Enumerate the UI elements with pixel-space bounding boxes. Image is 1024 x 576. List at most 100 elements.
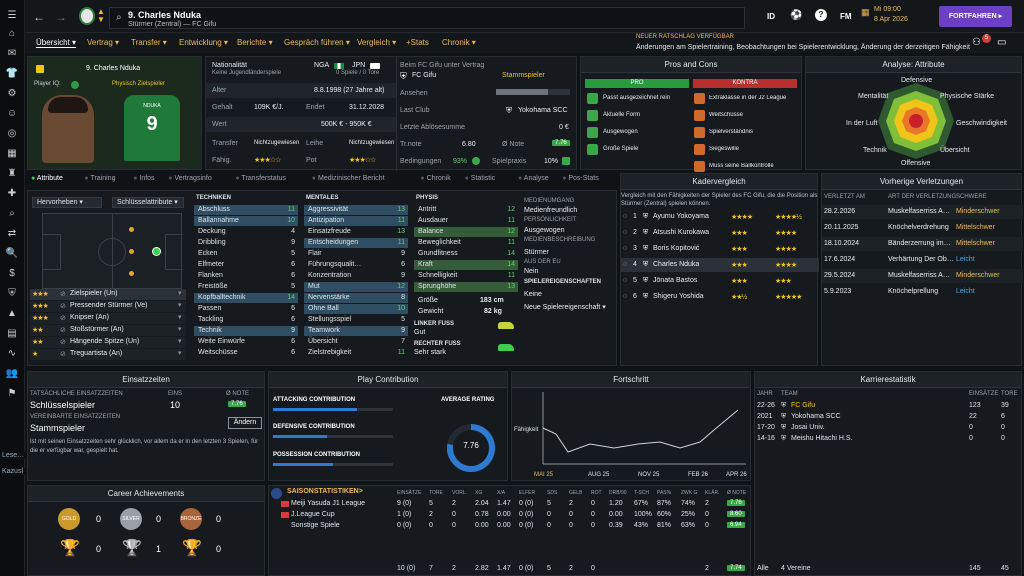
squad-compare-row[interactable]: ○ 2 ⛨ Atsushi Kurokawa ★★★ ★★★★ bbox=[621, 226, 819, 240]
menu-stats[interactable]: +Stats bbox=[406, 38, 429, 47]
staff-icon[interactable]: ☺ bbox=[6, 107, 18, 119]
squad-compare-row[interactable]: ○ 1 ⛨ Ayumu Yokoyama ★★★★ ★★★★½ bbox=[621, 210, 819, 224]
screen-icon[interactable]: ▭ bbox=[997, 37, 1007, 48]
notifications-icon[interactable]: ⚇ bbox=[972, 37, 981, 48]
tab-4[interactable]: ● Transferstatus bbox=[235, 175, 286, 182]
forward-arrow-icon[interactable]: → bbox=[55, 10, 67, 24]
squad-compare-row[interactable]: ○ 3 ⛨ Boris Kopitović ★★★ ★★★★ bbox=[621, 242, 819, 256]
new-trait-dropdown[interactable]: Neue Spielereigenschaft ▾ bbox=[524, 304, 606, 311]
player-search-box[interactable]: ⌕ 9. Charles Nduka Stürmer (Zentral) — F… bbox=[109, 7, 745, 29]
role-stars: ★★★ bbox=[32, 315, 49, 322]
possession-label: POSSESSION CONTRIBUTION bbox=[273, 452, 361, 458]
help-icon[interactable]: ? bbox=[815, 9, 827, 21]
key-attributes-dropdown[interactable]: Schlüsselattribute ▾ bbox=[112, 197, 184, 208]
back-arrow-icon[interactable]: ← bbox=[33, 10, 45, 24]
tab-3[interactable]: ● Vertragsinfo bbox=[168, 175, 212, 182]
squad-compare-row[interactable]: ○ 6 ⛨ Shigeru Yoshida ★★½ ★★★★★ bbox=[621, 290, 819, 304]
finance-icon[interactable]: $ bbox=[9, 267, 15, 279]
ball-icon[interactable]: ⚽ bbox=[790, 10, 803, 21]
menu-talk[interactable]: Gespräch führen ▾ bbox=[284, 38, 350, 47]
nation-1[interactable]: NGA bbox=[314, 62, 330, 69]
tab-6[interactable]: ● Chronik bbox=[420, 175, 450, 182]
ment-name: Übersicht bbox=[308, 338, 338, 345]
search-icon[interactable]: 🔍 bbox=[5, 247, 19, 259]
people-icon[interactable]: 👥 bbox=[5, 367, 19, 379]
fm-button[interactable]: FM bbox=[840, 12, 852, 21]
menu-icon[interactable]: ☰ bbox=[7, 9, 17, 21]
height-label: Größe bbox=[418, 297, 438, 304]
club-icon[interactable]: ⛨ bbox=[8, 287, 16, 299]
rank: 5 bbox=[633, 277, 637, 284]
highlight-dropdown[interactable]: Hervorheben ▾ bbox=[32, 197, 102, 208]
injury-row[interactable]: 29.5.2024 Muskelfaserriss A… Minderschwer bbox=[822, 269, 1023, 283]
switch-chevrons-icon[interactable]: ▲ ▼ bbox=[97, 7, 105, 24]
news-text[interactable]: Änderungen am Spielertraining, Beobachtu… bbox=[636, 44, 970, 51]
role-row[interactable]: ★★ ⊘ Hängende Spitze (Un) ▾ bbox=[30, 337, 186, 348]
scouting-icon[interactable]: ⌕ bbox=[9, 207, 15, 219]
role-row[interactable]: ★★★ ⊘ Zielspieler (Un) ▾ bbox=[30, 289, 186, 300]
tab-2[interactable]: ● Infos bbox=[133, 175, 154, 182]
nation-2[interactable]: JPN bbox=[352, 62, 366, 69]
tab-5[interactable]: ● Medizinischer Bericht bbox=[312, 175, 385, 182]
injury-date: 5.9.2023 bbox=[824, 288, 852, 295]
menu-reports[interactable]: Berichte ▾ bbox=[237, 38, 273, 47]
favorite-icon[interactable] bbox=[36, 65, 44, 73]
id-button[interactable]: ID bbox=[767, 12, 775, 21]
home-icon[interactable]: ⌂ bbox=[8, 27, 16, 39]
tactics-icon[interactable]: ⚙ bbox=[7, 87, 17, 99]
season-stats-title[interactable]: SAISONSTATISTIKEN> bbox=[287, 488, 363, 495]
report-icon[interactable]: ▤ bbox=[7, 327, 17, 339]
injury-row[interactable]: 28.2.2026 Muskelfaserriss A… Minderschwer bbox=[822, 205, 1023, 219]
career-row[interactable]: 17-20 ⛨ Josai Univ. 0 0 bbox=[755, 423, 1023, 433]
tab-8[interactable]: ● Analyse bbox=[518, 175, 549, 182]
career-row[interactable]: 2021 ⛨ Yokohama SCC 22 6 bbox=[755, 412, 1023, 422]
menu-compare[interactable]: Vergleich ▾ bbox=[357, 38, 397, 47]
tab-7[interactable]: ● Statistic bbox=[465, 175, 496, 182]
club-name[interactable]: FC Gifu bbox=[412, 72, 437, 79]
menu-development[interactable]: Entwicklung ▾ bbox=[179, 38, 228, 47]
menu-transfer[interactable]: Transfer ▾ bbox=[131, 38, 167, 47]
dev-icon[interactable]: ▲ bbox=[7, 307, 17, 319]
season-row-name[interactable]: Sonstige Spiele bbox=[291, 522, 340, 529]
role-row[interactable]: ★★ ⊘ Stoßstürmer (An) ▾ bbox=[30, 325, 186, 336]
injury-row[interactable]: 5.9.2023 Knöchelprellung Leicht bbox=[822, 285, 1023, 299]
role-row[interactable]: ★★★ ⊘ Knipser (An) ▾ bbox=[30, 313, 186, 324]
medical-icon[interactable]: ✚ bbox=[7, 187, 17, 199]
training-icon[interactable]: ◎ bbox=[7, 127, 17, 139]
squad-compare-row[interactable]: ○ 5 ⛨ Jönata Bastos ★★★ ★★★ bbox=[621, 274, 819, 288]
change-button[interactable]: Ändern bbox=[228, 417, 262, 429]
injury-row[interactable]: 17.6.2024 Verhärtung Der Ob… Leicht bbox=[822, 253, 1023, 267]
season-total-cell: 5 bbox=[547, 565, 551, 572]
season-row-name[interactable]: Meiji Yasuda J1 League bbox=[291, 500, 366, 507]
injury-row[interactable]: 18.10.2024 Bänderzerrung im… Mittelschwer bbox=[822, 237, 1023, 251]
role-info-icon: ⊘ bbox=[60, 351, 66, 358]
injury-row[interactable]: 20.11.2025 Knöchelverdrehung Mittelschwer bbox=[822, 221, 1023, 235]
chart-icon[interactable]: ∿ bbox=[7, 347, 17, 359]
menu-overview[interactable]: Übersicht ▾ bbox=[36, 38, 77, 48]
menu-contract[interactable]: Vertrag ▾ bbox=[87, 38, 120, 47]
club-crest-icon[interactable] bbox=[79, 7, 95, 25]
squad-icon[interactable]: 👕 bbox=[5, 67, 19, 79]
settings-icon[interactable]: ⚑ bbox=[7, 387, 17, 399]
loan-value[interactable]: Nichtzugewiesen bbox=[349, 140, 395, 146]
transfer-value[interactable]: Nichtzugewiesen bbox=[254, 140, 300, 146]
tab-1[interactable]: ● Training bbox=[84, 175, 115, 182]
season-cell: 0.00 bbox=[475, 522, 489, 529]
analysis-title[interactable]: Analyse: Attribute bbox=[806, 57, 1021, 73]
career-row[interactable]: 22-26 ⛨ FC Gifu 123 39 bbox=[755, 401, 1023, 411]
squad-compare-row[interactable]: ○ 4 ⛨ Charles Nduka ★★★ ★★★★ bbox=[621, 258, 819, 272]
role-row[interactable]: ★ ⊘ Treguartista (An) ▾ bbox=[30, 349, 186, 360]
transfers-icon[interactable]: ⇄ bbox=[7, 227, 17, 239]
career-total-team: 4 Vereine bbox=[781, 565, 811, 572]
inbox-icon[interactable]: ✉ bbox=[7, 47, 17, 59]
continue-button[interactable]: FORTFAHREN ▸ bbox=[939, 6, 1012, 27]
competition-icon[interactable]: ♜ bbox=[7, 167, 17, 179]
season-row-name[interactable]: J.League Cup bbox=[291, 511, 335, 518]
career-row[interactable]: 14-16 ⛨ Meishu Hitachi H.S. 0 0 bbox=[755, 434, 1023, 444]
role-row[interactable]: ★★★ ⊘ Pressender Stürmer (Ve) ▾ bbox=[30, 301, 186, 312]
calendar-icon[interactable]: ▦ bbox=[7, 147, 17, 159]
tab-0[interactable]: ● Attribute bbox=[31, 175, 63, 182]
last-club-value[interactable]: Yokohama SCC bbox=[518, 107, 568, 114]
tab-9[interactable]: ● Pos-Stats bbox=[562, 175, 599, 182]
menu-history[interactable]: Chronik ▾ bbox=[442, 38, 476, 47]
